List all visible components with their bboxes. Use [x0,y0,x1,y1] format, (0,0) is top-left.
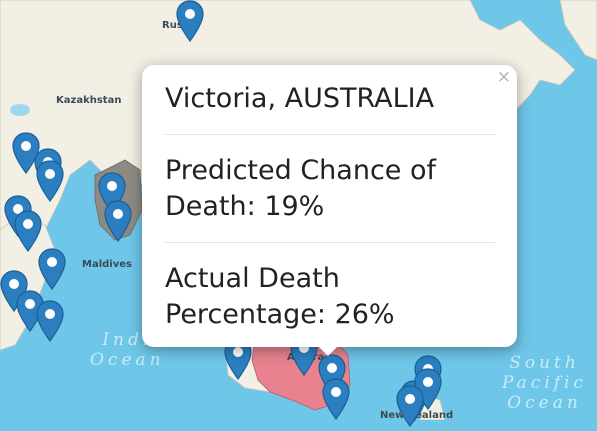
info-popup: × Victoria, AUSTRALIA Predicted Chance o… [142,65,517,347]
map-marker-icon[interactable] [104,200,132,242]
south-pacific-ocean-label: South Pacific Ocean [502,353,587,413]
popup-divider [165,134,495,135]
predicted-chance-line1: Predicted Chance of [165,155,437,186]
maldives-label: Maldives [82,259,132,270]
map-marker-icon[interactable] [38,248,66,290]
russia-label: Rus [162,20,183,31]
map-marker-icon[interactable] [16,290,44,332]
map-marker-icon[interactable] [12,132,40,174]
alaska-landmass [559,0,597,61]
actual-death-line1: Actual Death [165,263,340,294]
map-marker-icon[interactable] [396,385,424,427]
popup-tip [316,344,340,356]
kazakhstan-label: Kazakhstan [56,95,122,106]
south-pacific-label-line3: Ocean [507,393,582,413]
indian-ocean-label-line2: Ocean [90,350,165,370]
popup-divider [165,242,495,243]
map-marker-icon[interactable] [14,210,42,252]
map-marker-icon[interactable] [0,270,28,312]
popup-title: Victoria, AUSTRALIA [165,83,435,114]
indian-ocean-label: Indi Ocean [90,330,165,370]
map-marker-icon[interactable] [322,378,350,420]
map-marker-icon[interactable] [176,0,204,42]
south-pacific-label-line1: South [509,353,580,373]
indian-ocean-label-line1: Indi [102,330,153,350]
south-pacific-label-line2: Pacific [502,373,588,393]
predicted-chance-line2: Death: 19% [165,191,325,222]
actual-death-line2: Percentage: 26% [165,299,395,330]
map-marker-icon[interactable] [36,300,64,342]
close-icon[interactable]: × [496,67,511,87]
map-marker-icon[interactable] [36,160,64,202]
